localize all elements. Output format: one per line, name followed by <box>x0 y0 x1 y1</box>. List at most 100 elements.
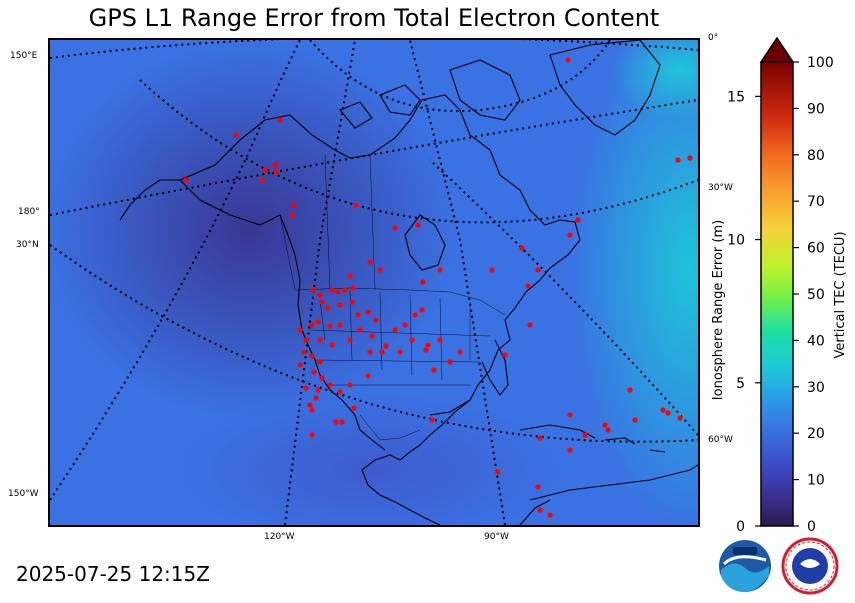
station-marker <box>525 283 531 289</box>
station-marker <box>297 362 303 368</box>
colorbar-gradient <box>760 61 794 527</box>
station-marker <box>675 157 681 163</box>
timestamp: 2025-07-25 12:15Z <box>16 562 210 586</box>
low-tec-region <box>50 40 460 420</box>
right-axis-tick-label: 100 <box>807 55 834 71</box>
graticule-label: 150°W <box>8 489 39 499</box>
station-marker <box>353 202 359 208</box>
station-marker <box>519 245 525 251</box>
high-tec-region <box>610 40 698 120</box>
station-marker <box>350 285 356 291</box>
left-axis-tick-label: 0 <box>736 519 745 535</box>
station-marker <box>311 369 317 375</box>
station-marker <box>309 407 315 413</box>
colorbar-extend-arrow <box>759 36 795 63</box>
station-marker <box>665 410 671 416</box>
right-axis-tick-label: 60 <box>807 241 825 257</box>
station-marker <box>365 373 371 379</box>
station-marker <box>632 417 638 423</box>
station-marker <box>277 117 283 123</box>
station-marker <box>309 432 315 438</box>
station-marker <box>567 232 573 238</box>
station-marker <box>303 337 309 343</box>
station-marker <box>419 307 425 313</box>
left-axis-tick-label: 5 <box>736 376 745 392</box>
station-marker <box>357 327 363 333</box>
station-marker <box>310 287 316 293</box>
station-marker <box>272 162 278 168</box>
station-marker <box>379 349 385 355</box>
station-marker <box>392 225 398 231</box>
station-marker <box>565 57 571 63</box>
right-axis-tick-label: 50 <box>807 287 825 303</box>
station-marker <box>349 299 355 305</box>
station-marker <box>660 407 666 413</box>
station-marker <box>347 382 353 388</box>
right-axis-tick-label: 0 <box>807 519 816 535</box>
station-marker <box>355 312 361 318</box>
station-marker <box>437 267 443 273</box>
graticule-label: 0° <box>708 33 719 43</box>
high-tec-region <box>570 40 698 525</box>
station-marker <box>333 419 339 425</box>
station-marker <box>313 395 319 401</box>
low-tec-region <box>170 390 570 525</box>
station-marker <box>425 342 431 348</box>
station-marker <box>337 322 343 328</box>
station-marker <box>567 447 573 453</box>
graticule-label: 30°W <box>708 183 733 193</box>
station-marker <box>315 319 321 325</box>
station-marker <box>423 347 429 353</box>
station-marker <box>327 323 333 329</box>
right-axis-tick-label: 10 <box>807 473 825 489</box>
station-marker <box>377 267 383 273</box>
station-marker <box>337 389 343 395</box>
station-marker <box>367 259 373 265</box>
station-marker <box>489 267 495 273</box>
station-marker <box>303 385 309 391</box>
station-marker <box>309 322 315 328</box>
station-marker <box>291 202 297 208</box>
station-marker <box>457 349 463 355</box>
graticule-label: 60°W <box>708 435 733 445</box>
station-marker <box>575 217 581 223</box>
left-axis-tick-label: 15 <box>727 89 745 105</box>
station-marker <box>262 167 268 173</box>
station-marker <box>369 333 375 339</box>
station-marker <box>317 337 323 343</box>
station-marker <box>327 382 333 388</box>
station-marker <box>687 155 693 161</box>
station-marker <box>537 507 543 513</box>
station-marker <box>365 309 371 315</box>
station-marker <box>259 177 265 183</box>
station-marker <box>373 317 379 323</box>
graticule-label: 120°W <box>264 532 295 542</box>
station-marker <box>527 322 533 328</box>
station-marker <box>317 292 323 298</box>
station-marker <box>447 359 453 365</box>
station-marker <box>342 287 348 293</box>
station-marker <box>319 299 325 305</box>
left-axis-tick-label: 10 <box>727 233 745 249</box>
station-marker <box>402 322 408 328</box>
station-marker <box>582 432 588 438</box>
graticule-label: 30°N <box>16 240 39 250</box>
station-marker <box>547 512 553 518</box>
station-marker <box>339 419 345 425</box>
station-marker <box>289 212 295 218</box>
station-marker <box>319 375 325 381</box>
station-marker <box>317 359 323 365</box>
station-marker <box>437 337 443 343</box>
right-axis-tick-label: 40 <box>807 333 825 349</box>
station-marker <box>567 412 573 418</box>
coastlines <box>119 40 698 525</box>
station-marker <box>420 279 426 285</box>
station-marker <box>392 327 398 333</box>
station-marker <box>351 405 357 411</box>
national-weather-service-logo <box>781 537 839 595</box>
right-axis-label: Vertical TEC (TECU) <box>833 231 848 358</box>
graticule-label: 90°W <box>484 532 509 542</box>
station-marker <box>383 343 389 349</box>
station-marker <box>431 367 437 373</box>
station-marker <box>397 349 403 355</box>
